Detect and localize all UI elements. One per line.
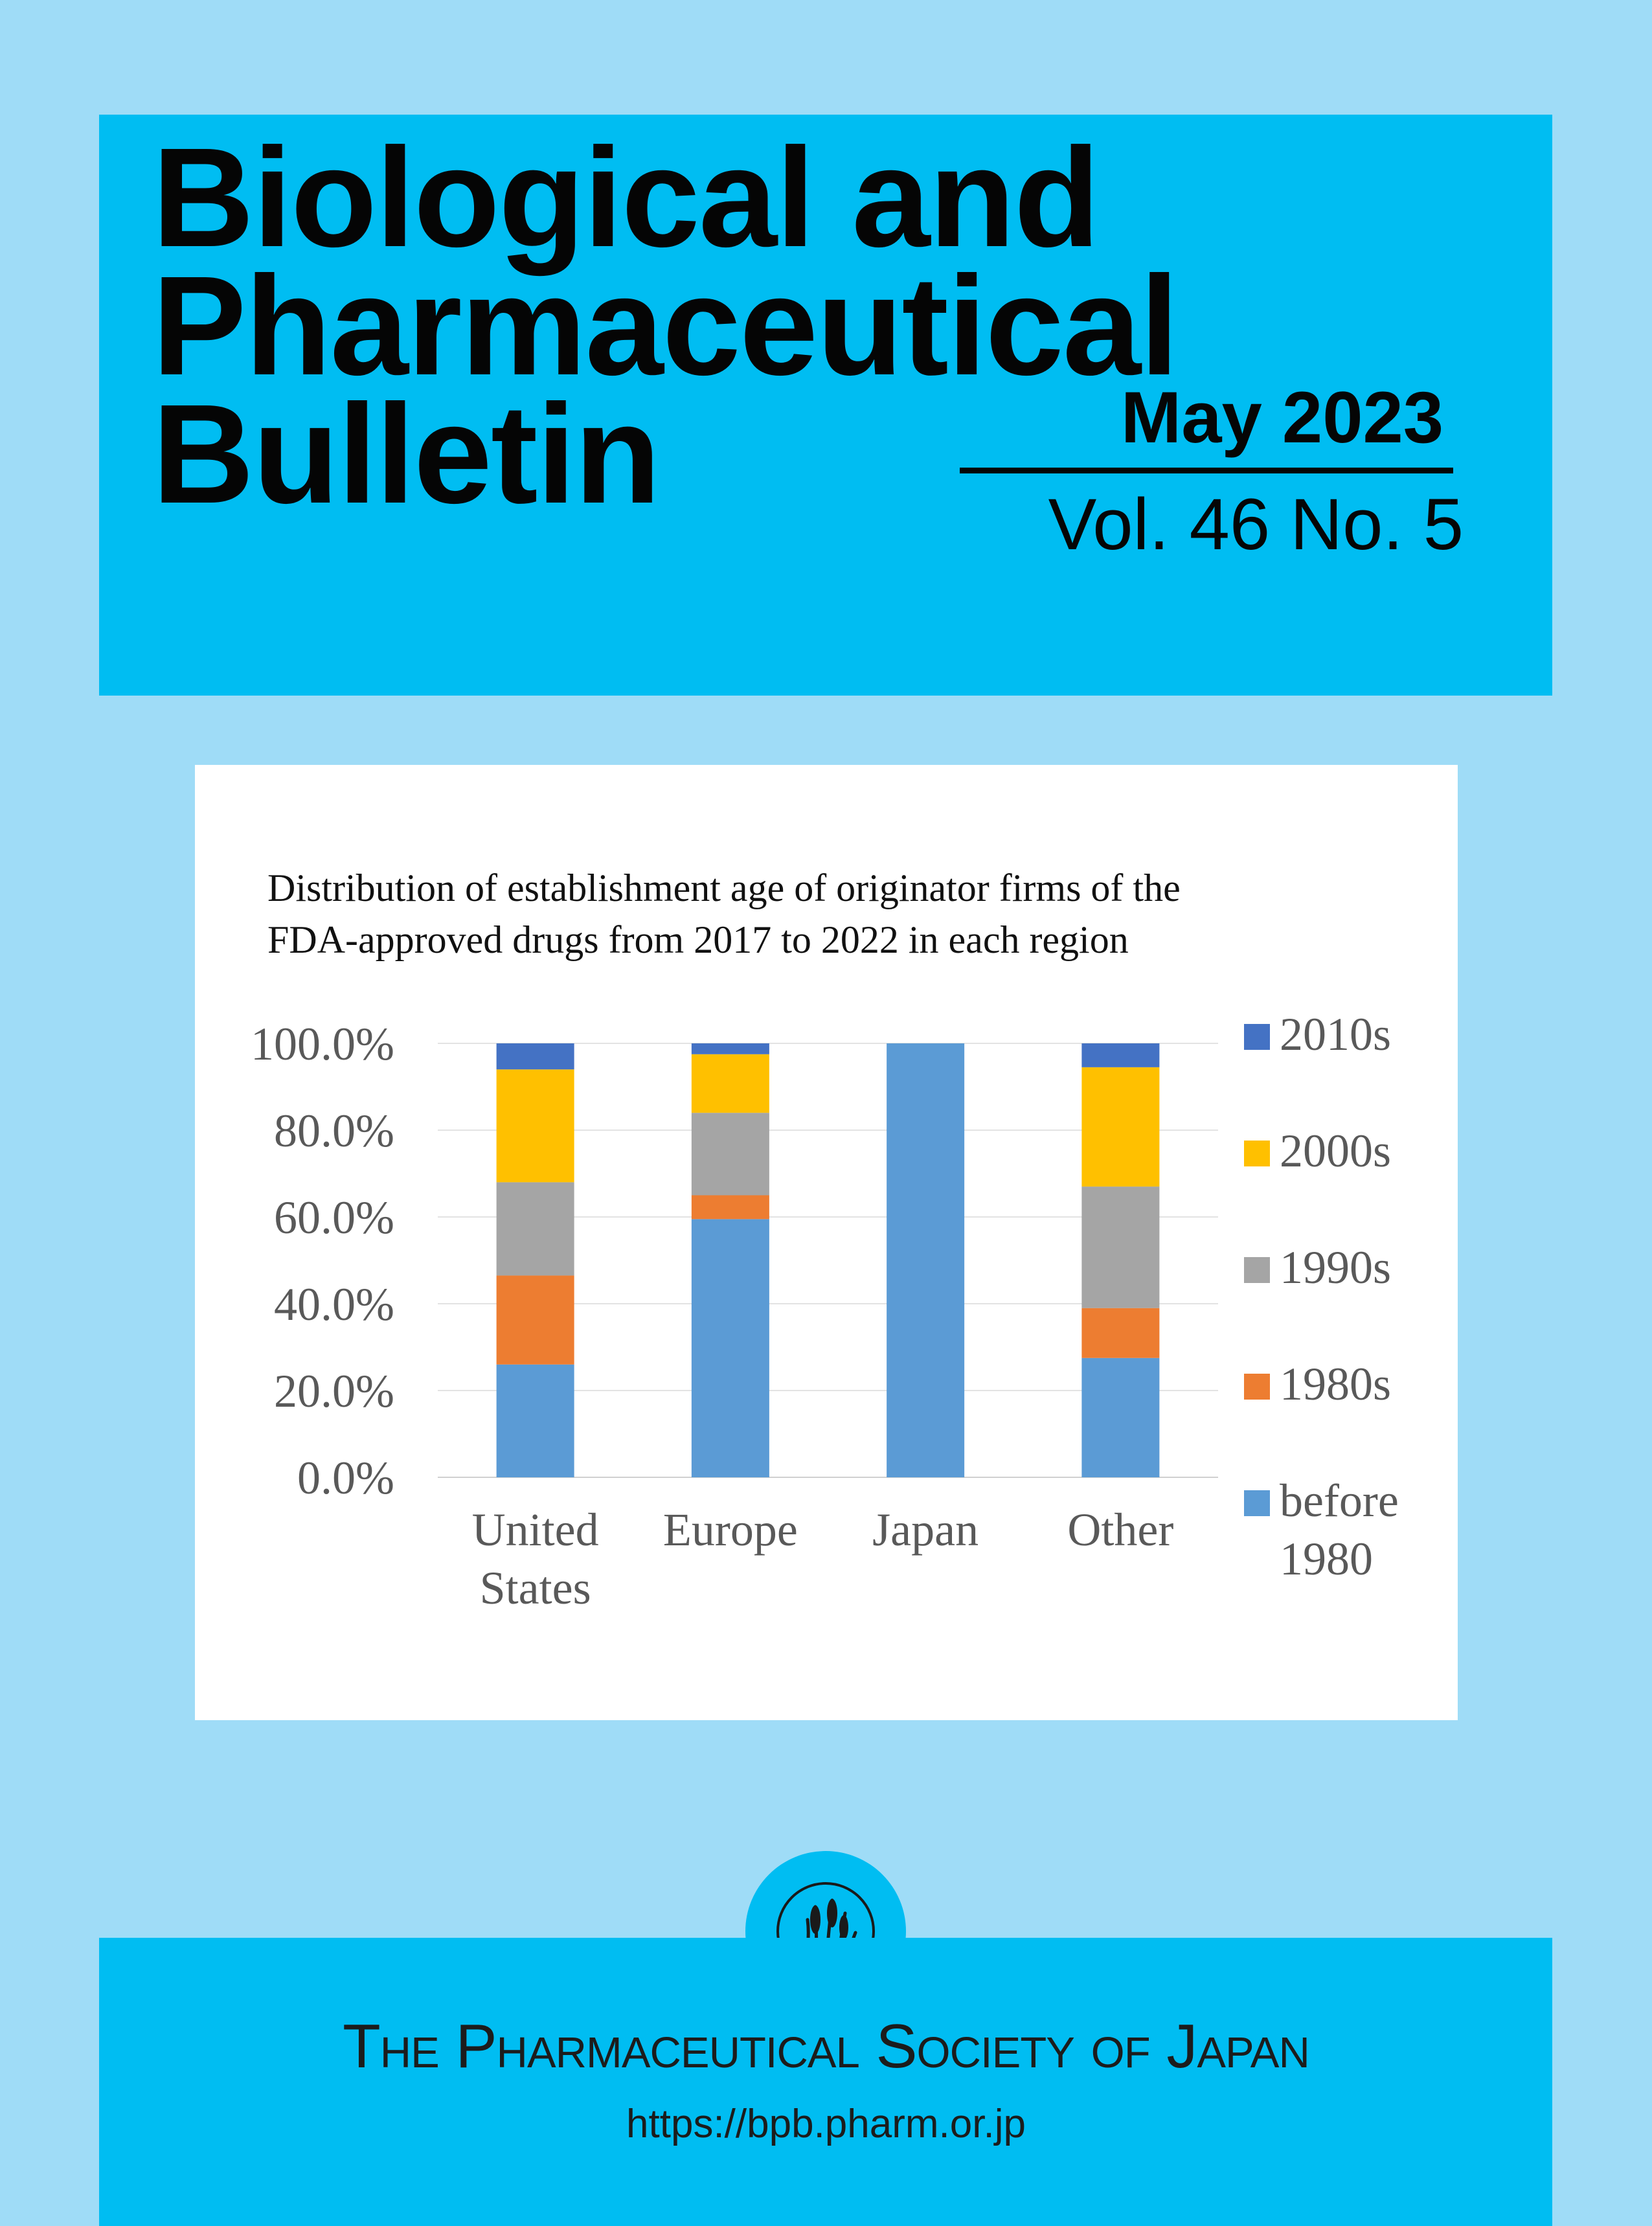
bar-segment (691, 1113, 769, 1196)
journal-title-line-1: Biological and (152, 119, 1100, 277)
journal-title-line-2: Pharmaceutical (152, 247, 1179, 405)
bar-segment (496, 1275, 574, 1365)
y-tick-label: 20.0% (274, 1365, 394, 1417)
journal-title: Biological and Pharmaceutical Bulletin (152, 119, 1179, 533)
title-banner: Biological and Pharmaceutical Bulletin (99, 115, 1552, 696)
legend-label: 2000s (1280, 1125, 1391, 1177)
legend-label: before (1280, 1475, 1399, 1527)
publisher-name: The Pharmaceutical Society of Japan (343, 2012, 1310, 2081)
y-tick-label: 40.0% (274, 1278, 394, 1330)
x-category-label: Europe (663, 1504, 798, 1556)
cover-figure: Distribution of establishment age of ori… (195, 765, 1458, 1720)
y-tick-label: 60.0% (274, 1192, 394, 1244)
legend-swatch (1244, 1374, 1270, 1400)
publisher-banner (99, 1938, 1552, 2226)
legend-label: 1990s (1280, 1242, 1391, 1293)
x-category-label: States (480, 1562, 591, 1614)
bar-segment (496, 1182, 574, 1276)
x-category-label: United (472, 1504, 599, 1556)
y-tick-label: 0.0% (297, 1452, 394, 1504)
legend-label: 1980 (1280, 1533, 1373, 1585)
bar-segment (1081, 1067, 1160, 1187)
issue-divider (960, 468, 1453, 473)
bar-segment (691, 1054, 769, 1113)
bar-segment (691, 1219, 769, 1477)
legend-label: 2010s (1280, 1008, 1391, 1060)
stacked-bar-chart: Distribution of establishment age of ori… (251, 867, 1399, 1614)
legend-swatch (1244, 1257, 1270, 1283)
chart-title-line-1: Distribution of establishment age of ori… (267, 867, 1181, 909)
bar-segment (1081, 1043, 1160, 1067)
legend-swatch (1244, 1024, 1270, 1050)
bar-segment (1081, 1308, 1160, 1358)
publisher-url[interactable]: https://bpb.pharm.or.jp (626, 2102, 1026, 2146)
chart-title-line-2: FDA-approved drugs from 2017 to 2022 in … (267, 918, 1129, 961)
y-tick-label: 80.0% (274, 1105, 394, 1157)
y-tick-label: 100.0% (251, 1018, 394, 1070)
bar-segment (691, 1043, 769, 1054)
bar-segment (496, 1364, 574, 1477)
x-category-label: Japan (872, 1504, 979, 1556)
legend-label: 1980s (1280, 1358, 1391, 1410)
bar-segment (1081, 1187, 1160, 1308)
issue-date: May 2023 (1120, 377, 1444, 458)
bar-segment (1081, 1357, 1160, 1477)
legend-swatch (1244, 1141, 1270, 1166)
bar-segment (496, 1069, 574, 1183)
legend-swatch (1244, 1490, 1270, 1516)
bar-segment (496, 1043, 574, 1070)
journal-title-line-3: Bulletin (152, 376, 661, 533)
bar-segment (691, 1195, 769, 1220)
x-category-label: Other (1067, 1504, 1173, 1556)
bar-segment (887, 1043, 965, 1477)
issue-volume: Vol. 46 No. 5 (1048, 484, 1464, 565)
